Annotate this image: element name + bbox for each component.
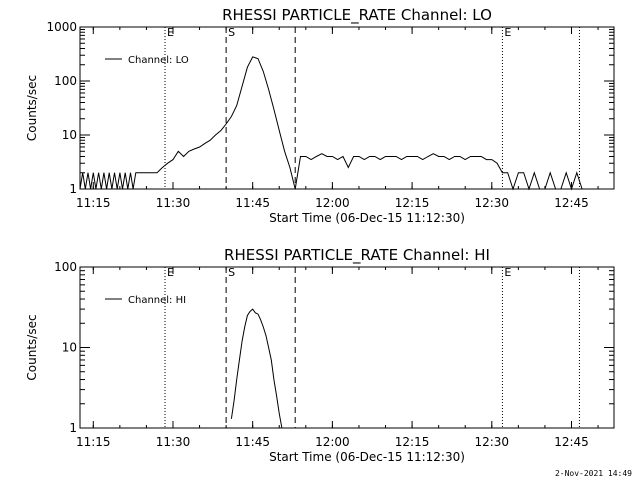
x-tick-label: 12:45 xyxy=(554,196,589,210)
y-axis-label: Counts/sec xyxy=(25,314,39,380)
event-marker-label: E xyxy=(504,266,511,279)
x-tick-label: 11:30 xyxy=(156,435,191,449)
timestamp: 2-Nov-2021 14:49 xyxy=(555,469,632,478)
x-tick-label: 11:45 xyxy=(235,435,270,449)
x-tick-label: 11:15 xyxy=(76,196,111,210)
series-line xyxy=(230,308,283,429)
x-tick-label: 12:15 xyxy=(395,435,430,449)
event-marker-label: S xyxy=(228,26,235,39)
event-marker-label: E xyxy=(167,26,174,39)
x-tick-label: 12:30 xyxy=(474,435,509,449)
plot-frame xyxy=(79,26,615,190)
plot-frame xyxy=(79,266,615,429)
x-tick-label: 12:45 xyxy=(554,435,589,449)
y-tick-label: 1 xyxy=(69,421,77,435)
event-marker-label: E xyxy=(504,26,511,39)
x-tick-label: 11:45 xyxy=(235,196,270,210)
x-tick-label: 11:30 xyxy=(156,196,191,210)
x-axis-label: Start Time (06-Dec-15 11:12:30) xyxy=(269,211,465,225)
x-tick-label: 11:15 xyxy=(76,435,111,449)
panel-hi: RHESSI PARTICLE_RATE Channel: HI 1 10 100 11… xyxy=(25,246,615,464)
x-tick-label: 12:00 xyxy=(315,196,350,210)
y-tick-label: 100 xyxy=(54,260,77,274)
series-line xyxy=(79,56,583,191)
event-marker-label: S xyxy=(228,266,235,279)
y-tick-label: 1000 xyxy=(46,20,77,34)
x-tick-label: 12:00 xyxy=(315,435,350,449)
x-tick-label: 12:30 xyxy=(474,196,509,210)
y-tick-label: 1 xyxy=(69,182,77,196)
chart-title: RHESSI PARTICLE_RATE Channel: HI xyxy=(224,246,490,265)
y-tick-label: 10 xyxy=(62,341,77,355)
panel-lo: RHESSI PARTICLE_RATE Channel: LO 1 10 100 10… xyxy=(25,6,615,225)
event-marker-label: E xyxy=(167,266,174,279)
y-tick-label: 10 xyxy=(62,128,77,142)
x-axis-label: Start Time (06-Dec-15 11:12:30) xyxy=(269,450,465,464)
y-axis-label: Counts/sec xyxy=(25,75,39,141)
y-tick-label: 100 xyxy=(54,74,77,88)
chart-title: RHESSI PARTICLE_RATE Channel: LO xyxy=(222,6,492,25)
legend-entry: Channel: LO xyxy=(128,55,189,66)
x-tick-label: 12:15 xyxy=(395,196,430,210)
legend-entry: Channel: HI xyxy=(128,295,186,306)
